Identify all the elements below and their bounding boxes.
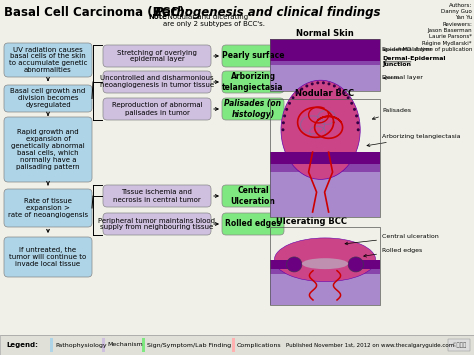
FancyBboxPatch shape — [270, 39, 380, 61]
Ellipse shape — [274, 238, 375, 282]
FancyBboxPatch shape — [103, 45, 211, 67]
FancyBboxPatch shape — [4, 85, 92, 112]
FancyBboxPatch shape — [270, 164, 380, 172]
Text: Reproduction of abnormal
palisades in tumor: Reproduction of abnormal palisades in tu… — [112, 103, 202, 115]
Text: Arborizing
telangiectasia: Arborizing telangiectasia — [222, 72, 284, 92]
Ellipse shape — [286, 257, 302, 272]
Text: Basal Cell Carcinoma (BCC):: Basal Cell Carcinoma (BCC): — [4, 6, 193, 19]
Text: Ulcerating BCC: Ulcerating BCC — [276, 217, 347, 225]
FancyBboxPatch shape — [270, 274, 380, 305]
Circle shape — [322, 81, 325, 84]
FancyBboxPatch shape — [222, 213, 284, 235]
FancyBboxPatch shape — [4, 189, 92, 227]
Text: Mechanism: Mechanism — [107, 343, 143, 348]
Text: ©ⓔⓢⓔ: ©ⓔⓢⓔ — [451, 342, 466, 348]
Text: Dermal layer: Dermal layer — [382, 76, 423, 81]
Circle shape — [283, 114, 286, 118]
FancyBboxPatch shape — [270, 61, 380, 65]
Circle shape — [311, 82, 314, 86]
Circle shape — [346, 96, 350, 99]
Text: Complications: Complications — [237, 343, 282, 348]
Text: Central
Ulceration: Central Ulceration — [230, 186, 275, 206]
Text: Palisades: Palisades — [373, 108, 411, 120]
FancyBboxPatch shape — [0, 335, 474, 355]
Text: Stretching of overlying
epidermal layer: Stretching of overlying epidermal layer — [117, 49, 197, 62]
Text: Published November 1st, 2012 on www.thecalgaryguide.com: Published November 1st, 2012 on www.thec… — [286, 343, 454, 348]
Ellipse shape — [348, 257, 364, 272]
Text: Rapid growth and
expansion of
genetically abnormal
basal cells, which
normally h: Rapid growth and expansion of geneticall… — [11, 129, 85, 170]
Circle shape — [285, 108, 288, 111]
FancyBboxPatch shape — [4, 237, 92, 277]
Circle shape — [282, 128, 284, 131]
Text: Pearly surface: Pearly surface — [222, 51, 284, 60]
FancyBboxPatch shape — [4, 43, 92, 77]
Circle shape — [357, 128, 360, 131]
FancyBboxPatch shape — [270, 172, 380, 217]
FancyBboxPatch shape — [270, 152, 380, 164]
Circle shape — [328, 82, 330, 86]
Text: Legend:: Legend: — [6, 342, 38, 348]
Text: Rolled edges: Rolled edges — [225, 219, 281, 229]
FancyBboxPatch shape — [50, 338, 53, 352]
FancyBboxPatch shape — [222, 185, 284, 207]
Circle shape — [296, 92, 299, 94]
Text: Dermal-Epidermal
Junction: Dermal-Epidermal Junction — [382, 56, 446, 67]
FancyBboxPatch shape — [222, 45, 284, 67]
Text: Sign/Symptom/Lab Finding: Sign/Symptom/Lab Finding — [147, 343, 231, 348]
Text: If untreated, the
tumor will continue to
invade local tissue: If untreated, the tumor will continue to… — [9, 247, 87, 267]
FancyBboxPatch shape — [448, 339, 470, 351]
Text: Normal Skin: Normal Skin — [296, 28, 354, 38]
Circle shape — [316, 81, 319, 84]
FancyBboxPatch shape — [103, 71, 211, 93]
Text: Epidermal layer: Epidermal layer — [382, 48, 432, 53]
Circle shape — [333, 84, 336, 87]
Circle shape — [353, 108, 356, 111]
Ellipse shape — [281, 80, 360, 179]
FancyBboxPatch shape — [222, 71, 284, 93]
Circle shape — [338, 88, 341, 91]
Text: Palisades (on
histology): Palisades (on histology) — [225, 99, 282, 119]
Text: Rolled edges: Rolled edges — [364, 248, 422, 257]
Text: Peripheral tumor maintains blood
supply from neighbouring tissue: Peripheral tumor maintains blood supply … — [99, 218, 216, 230]
Circle shape — [301, 88, 303, 91]
Circle shape — [288, 102, 291, 105]
Text: Arborizing telangiectasia: Arborizing telangiectasia — [367, 134, 461, 147]
Text: Authors:
Danny Guo
Yan Yu
Reviewers:
Jason Baserman
Laurie Parsons*
Régine Mydla: Authors: Danny Guo Yan Yu Reviewers: Jas… — [398, 3, 472, 52]
Text: Uncontrolled and disharmonious
neoangiogenesis in tumor tissue: Uncontrolled and disharmonious neoangiog… — [100, 76, 214, 88]
FancyBboxPatch shape — [360, 260, 380, 269]
FancyBboxPatch shape — [103, 98, 211, 120]
FancyBboxPatch shape — [222, 98, 284, 120]
FancyBboxPatch shape — [142, 338, 145, 352]
Circle shape — [305, 84, 309, 87]
Circle shape — [356, 121, 359, 124]
Circle shape — [350, 102, 353, 105]
Text: Basal cell growth and
division becomes
dysregulated: Basal cell growth and division becomes d… — [10, 88, 86, 109]
FancyBboxPatch shape — [103, 185, 211, 207]
FancyBboxPatch shape — [4, 117, 92, 182]
Text: Rate of tissue
expansion >
rate of neoangiogensis: Rate of tissue expansion > rate of neoan… — [8, 198, 88, 218]
Text: : Nodular and ulcerating
are only 2 subtypes of BCC's.: : Nodular and ulcerating are only 2 subt… — [163, 14, 265, 27]
Text: Nodular BCC: Nodular BCC — [295, 88, 355, 98]
Text: Tissue ischemia and
necrosis in central tumor: Tissue ischemia and necrosis in central … — [113, 190, 201, 202]
FancyBboxPatch shape — [103, 213, 211, 235]
Text: Central ulceration: Central ulceration — [345, 234, 439, 245]
Circle shape — [282, 121, 285, 124]
Circle shape — [343, 92, 346, 94]
FancyBboxPatch shape — [232, 338, 235, 352]
Circle shape — [355, 114, 358, 118]
Circle shape — [292, 96, 294, 99]
FancyBboxPatch shape — [270, 269, 380, 274]
FancyBboxPatch shape — [270, 152, 380, 164]
FancyBboxPatch shape — [102, 338, 105, 352]
Text: Note: Note — [148, 14, 167, 20]
FancyBboxPatch shape — [270, 65, 380, 91]
Ellipse shape — [302, 258, 348, 269]
Text: Pathophysiology: Pathophysiology — [55, 343, 107, 348]
Text: UV radiation causes
basal cells of the skin
to accumulate genetic
abnormalities: UV radiation causes basal cells of the s… — [9, 47, 87, 73]
FancyBboxPatch shape — [270, 260, 290, 269]
Text: Pathogenesis and clinical findings: Pathogenesis and clinical findings — [155, 6, 381, 19]
